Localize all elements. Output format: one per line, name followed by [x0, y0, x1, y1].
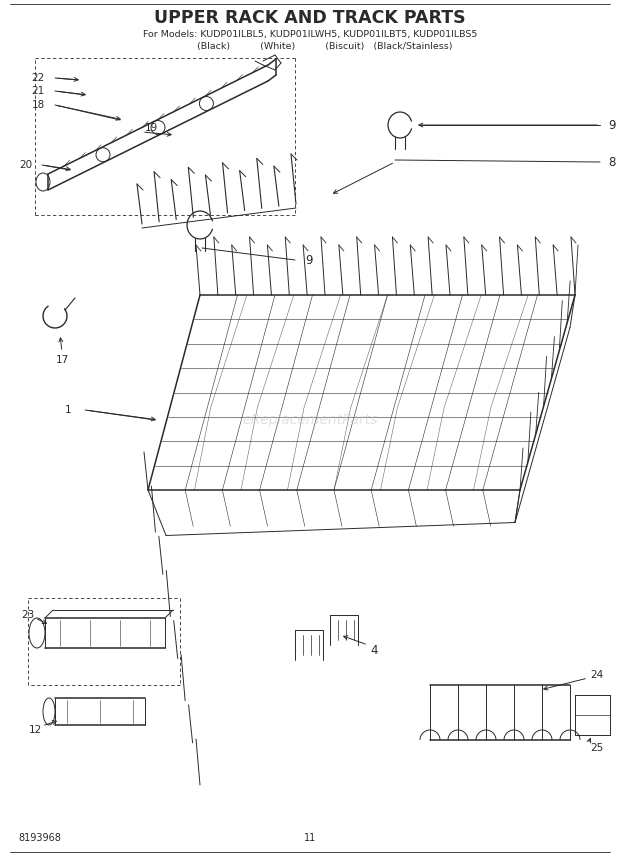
- Text: For Models: KUDP01ILBL5, KUDP01ILWH5, KUDP01ILBT5, KUDP01ILBS5: For Models: KUDP01ILBL5, KUDP01ILWH5, KU…: [143, 29, 477, 39]
- Text: eReplacementParts: eReplacementParts: [242, 413, 378, 427]
- Text: 12: 12: [29, 725, 42, 735]
- Text: 8193968: 8193968: [18, 833, 61, 843]
- Text: 23: 23: [22, 610, 35, 620]
- Text: 17: 17: [55, 355, 69, 365]
- Text: UPPER RACK AND TRACK PARTS: UPPER RACK AND TRACK PARTS: [154, 9, 466, 27]
- Text: 9: 9: [608, 118, 616, 132]
- Text: 21: 21: [32, 86, 45, 96]
- Text: 11: 11: [304, 833, 316, 843]
- Text: 8: 8: [608, 156, 616, 169]
- Text: 22: 22: [32, 73, 45, 83]
- Text: 20: 20: [19, 160, 32, 170]
- Text: 24: 24: [590, 670, 603, 680]
- Text: (Black)          (White)          (Biscuit)   (Black/Stainless): (Black) (White) (Biscuit) (Black/Stainle…: [167, 41, 453, 51]
- Text: 25: 25: [590, 743, 603, 753]
- Text: 4: 4: [370, 644, 378, 657]
- Text: 18: 18: [32, 100, 45, 110]
- Text: 9: 9: [305, 253, 312, 266]
- Text: 19: 19: [145, 123, 158, 133]
- Text: 1: 1: [64, 405, 71, 415]
